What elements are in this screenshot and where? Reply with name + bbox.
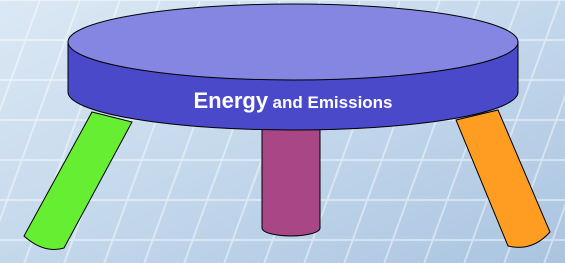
seat-top	[68, 4, 518, 80]
stool-diagram: Energy and Emissions	[0, 0, 565, 263]
page: {"stool": {"label_main": "Energy", "labe…	[0, 0, 565, 263]
label-rest: and Emissions	[273, 93, 393, 112]
middle-leg	[262, 118, 320, 236]
label-main: Energy	[193, 88, 268, 113]
